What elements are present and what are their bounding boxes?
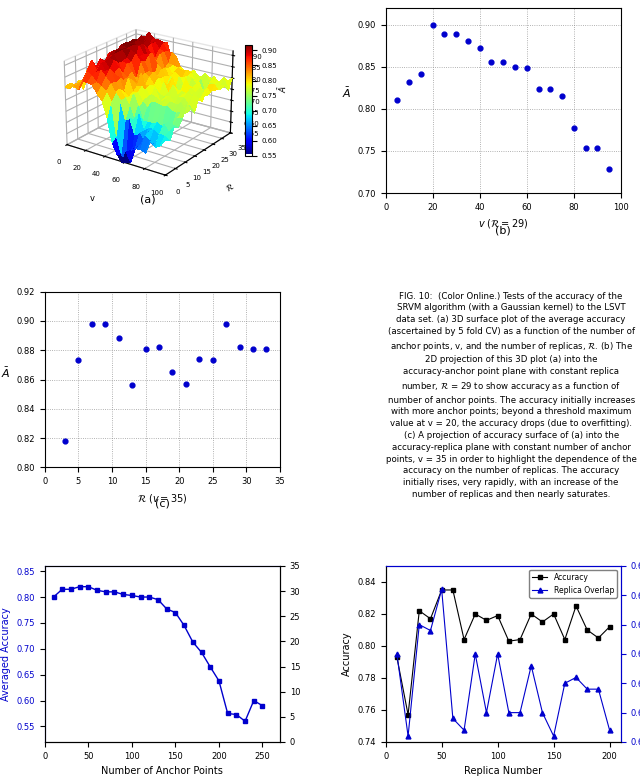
Point xyxy=(451,27,461,40)
Text: (c): (c) xyxy=(155,498,170,508)
Accuracy xyxy=(584,626,591,635)
X-axis label: $\mathcal{R}\ (v=35)$: $\mathcal{R}\ (v=35)$ xyxy=(137,492,188,505)
X-axis label: $v\ (\mathcal{R}=29)$: $v\ (\mathcal{R}=29)$ xyxy=(478,217,529,230)
Accuracy xyxy=(427,614,435,623)
Point xyxy=(194,353,204,366)
X-axis label: Replica Number: Replica Number xyxy=(464,766,542,776)
Y-axis label: $\bar{A}$: $\bar{A}$ xyxy=(342,86,351,101)
Replica Overlap xyxy=(595,684,602,694)
Replica Overlap xyxy=(460,726,468,735)
Point xyxy=(510,60,520,73)
Replica Overlap xyxy=(584,684,591,694)
Point xyxy=(592,142,602,155)
Accuracy xyxy=(415,606,423,615)
Point xyxy=(428,20,438,32)
Point xyxy=(180,378,191,390)
Point xyxy=(498,55,508,68)
Replica Overlap xyxy=(494,649,502,658)
Point xyxy=(207,355,218,367)
Replica Overlap xyxy=(449,714,457,723)
Line: Replica Overlap: Replica Overlap xyxy=(394,587,612,739)
Y-axis label: Averaged Accuracy: Averaged Accuracy xyxy=(1,607,11,701)
Legend: Accuracy, Replica Overlap: Accuracy, Replica Overlap xyxy=(529,570,617,597)
Replica Overlap xyxy=(606,726,614,735)
Point xyxy=(248,342,258,355)
Replica Overlap xyxy=(393,649,401,658)
Point xyxy=(416,68,426,80)
Point xyxy=(127,379,137,391)
Point xyxy=(100,318,110,330)
Point xyxy=(404,76,414,88)
Point xyxy=(569,122,579,134)
Replica Overlap xyxy=(438,585,445,594)
X-axis label: v: v xyxy=(90,194,95,203)
Replica Overlap xyxy=(561,679,569,688)
Point xyxy=(86,318,97,330)
Replica Overlap xyxy=(516,708,524,717)
Point xyxy=(475,42,485,55)
Replica Overlap xyxy=(415,620,423,629)
Point xyxy=(463,34,473,47)
Y-axis label: $\bar{A}$: $\bar{A}$ xyxy=(1,366,10,380)
Accuracy xyxy=(449,585,457,594)
Point xyxy=(261,342,271,355)
Accuracy xyxy=(404,710,412,719)
Replica Overlap xyxy=(527,661,535,670)
X-axis label: Number of Anchor Points: Number of Anchor Points xyxy=(101,766,223,776)
Point xyxy=(545,82,556,95)
Replica Overlap xyxy=(472,649,479,658)
Point xyxy=(154,341,164,354)
Accuracy xyxy=(460,635,468,644)
Y-axis label: $\mathcal{R}$: $\mathcal{R}$ xyxy=(223,180,237,194)
Accuracy xyxy=(539,617,547,626)
Point xyxy=(522,62,532,74)
Replica Overlap xyxy=(483,708,490,717)
Accuracy xyxy=(438,585,445,594)
Point xyxy=(60,435,70,448)
Replica Overlap xyxy=(404,731,412,740)
Point xyxy=(234,341,244,354)
Accuracy xyxy=(595,633,602,643)
Point xyxy=(486,55,497,68)
Text: (a): (a) xyxy=(140,194,155,205)
Replica Overlap xyxy=(572,672,580,682)
Accuracy xyxy=(494,611,502,620)
Accuracy xyxy=(505,637,513,646)
Point xyxy=(557,90,567,102)
Accuracy xyxy=(483,615,490,625)
Point xyxy=(533,84,543,96)
Text: FIG. 10:  (Color Online.) Tests of the accuracy of the
SRVM algorithm (with a Ga: FIG. 10: (Color Online.) Tests of the ac… xyxy=(386,291,637,499)
Accuracy xyxy=(527,609,535,619)
Accuracy xyxy=(550,609,557,619)
Line: Accuracy: Accuracy xyxy=(395,588,612,717)
Point xyxy=(392,95,403,107)
Point xyxy=(221,318,231,330)
Accuracy xyxy=(516,635,524,644)
Replica Overlap xyxy=(427,626,435,635)
Point xyxy=(439,27,449,40)
Y-axis label: Accuracy: Accuracy xyxy=(342,632,352,676)
Point xyxy=(604,163,614,176)
Replica Overlap xyxy=(539,708,547,717)
Text: (b): (b) xyxy=(495,226,511,236)
Replica Overlap xyxy=(550,731,557,740)
Accuracy xyxy=(561,635,569,644)
Point xyxy=(167,366,177,379)
Point xyxy=(113,332,124,344)
Accuracy xyxy=(393,652,401,662)
Accuracy xyxy=(572,601,580,611)
Point xyxy=(140,342,150,355)
Point xyxy=(73,355,83,367)
Accuracy xyxy=(472,609,479,619)
Accuracy xyxy=(606,622,614,632)
Replica Overlap xyxy=(505,708,513,717)
Point xyxy=(580,142,591,155)
